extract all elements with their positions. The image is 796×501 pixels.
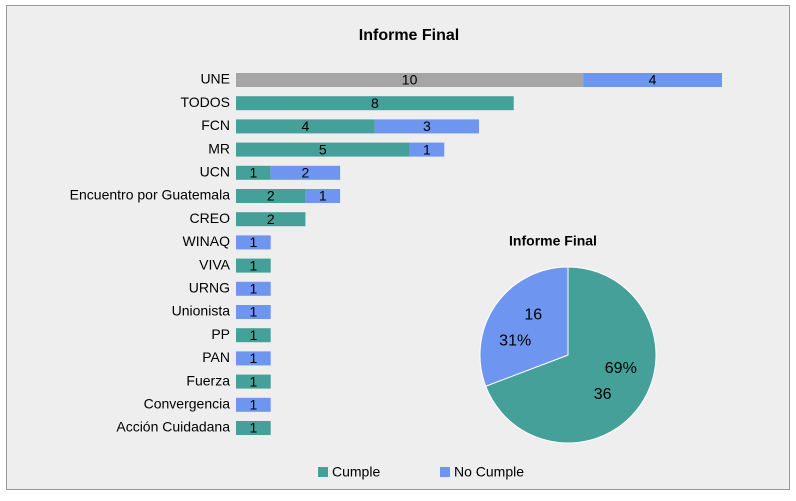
- bar-segment: [236, 397, 271, 412]
- bar-segment: [409, 142, 445, 157]
- bar-segment: [236, 165, 271, 180]
- y-tick-label: FCN: [201, 117, 230, 133]
- bar-segment: [305, 189, 341, 203]
- legend-swatch: [440, 467, 450, 477]
- bar-segment: [236, 235, 271, 250]
- y-tick-label: Encuentro por Guatemala: [70, 187, 231, 203]
- y-tick-label: Unionista: [172, 303, 231, 319]
- data-label: 1: [249, 327, 257, 343]
- bar-segment: [236, 212, 306, 227]
- bar-segment: [236, 351, 271, 366]
- bar-segment: [236, 119, 375, 134]
- y-tick-label: PP: [211, 326, 230, 342]
- data-label: 4: [649, 72, 657, 88]
- bar-segment: [236, 189, 306, 203]
- data-label: 3: [423, 118, 431, 134]
- y-tick-label: WINAQ: [183, 233, 231, 249]
- legend-label: Cumple: [332, 464, 380, 480]
- y-tick-label: UCN: [200, 164, 230, 180]
- chart-title: Informe Final: [359, 27, 459, 44]
- bar-segment: [270, 165, 341, 180]
- data-label: 1: [423, 141, 431, 157]
- y-tick-label: Fuerza: [186, 372, 230, 388]
- pie-value-label: 36: [594, 386, 612, 403]
- bar-segment: [236, 305, 271, 319]
- y-tick-label: Acción Cuidadana: [116, 419, 230, 435]
- data-label: 1: [249, 304, 257, 320]
- y-tick-label: MR: [208, 140, 230, 156]
- bar-segment: [374, 119, 479, 134]
- bar-segment: [236, 96, 514, 111]
- data-label: 1: [249, 397, 257, 413]
- y-tick-label: CREO: [190, 210, 231, 226]
- pie-value-label: 16: [524, 306, 542, 323]
- pie-slice: [485, 266, 657, 444]
- data-label: 5: [319, 141, 327, 157]
- data-label: 1: [319, 188, 327, 204]
- bar-segment: [236, 142, 410, 157]
- data-label: 1: [249, 165, 257, 181]
- data-label: 10: [402, 72, 418, 88]
- data-label: 1: [249, 257, 257, 273]
- bar-segment: [236, 73, 584, 87]
- data-label: 1: [249, 234, 257, 250]
- bar-segment: [236, 258, 271, 273]
- data-label: 1: [249, 420, 257, 436]
- y-tick-label: VIVA: [199, 256, 231, 272]
- y-tick-label: TODOS: [180, 94, 230, 110]
- pie-percent-label: 31%: [499, 333, 531, 350]
- data-label: 1: [249, 373, 257, 389]
- pie-title: Informe Final: [509, 233, 597, 249]
- data-label: 8: [371, 95, 379, 111]
- legend-swatch: [318, 467, 328, 477]
- legend-label: No Cumple: [454, 464, 524, 480]
- data-label: 1: [249, 281, 257, 297]
- data-label: 2: [267, 188, 275, 204]
- bar-segment: [583, 73, 722, 87]
- y-tick-label: PAN: [202, 349, 230, 365]
- bar-segment: [236, 328, 271, 343]
- bar-segment: [236, 281, 271, 296]
- bar-segment: [236, 374, 271, 389]
- y-tick-label: Convergencia: [144, 396, 231, 412]
- data-label: 2: [267, 211, 275, 227]
- data-label: 1: [249, 350, 257, 366]
- bar-segment: [236, 421, 271, 435]
- y-tick-label: URNG: [189, 280, 230, 296]
- data-label: 4: [302, 118, 310, 134]
- pie-slice: [479, 266, 569, 387]
- y-tick-label: UNE: [200, 71, 230, 87]
- pie-percent-label: 69%: [605, 360, 637, 377]
- data-label: 2: [302, 165, 310, 181]
